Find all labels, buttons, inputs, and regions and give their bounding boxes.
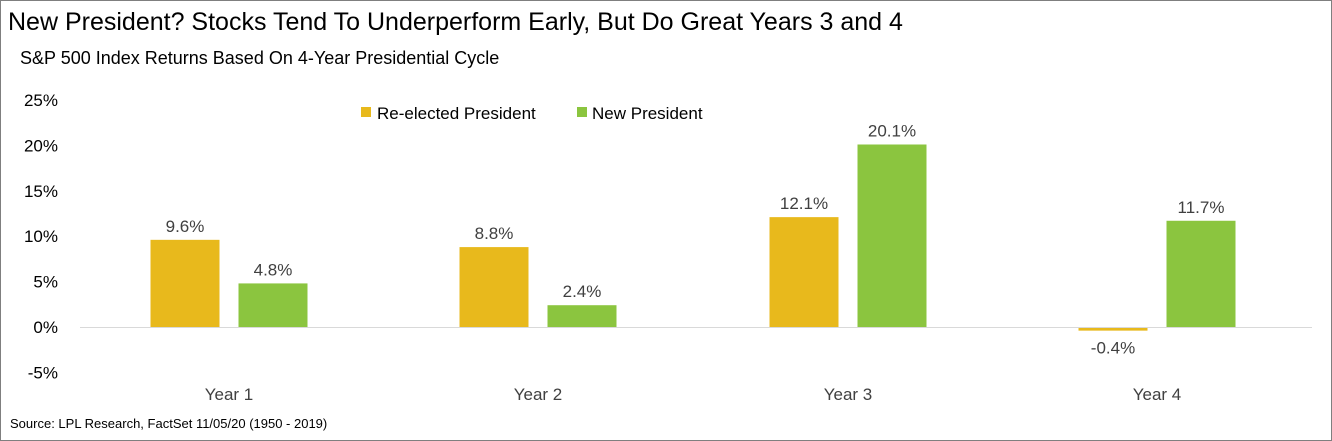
bar-new-4	[1166, 220, 1236, 327]
x-tick-label: Year 4	[1133, 385, 1182, 404]
legend-label-new: New President	[592, 104, 703, 123]
data-label: 20.1%	[868, 121, 916, 140]
y-tick-label: -5%	[28, 363, 58, 382]
bar-reelected-1	[150, 239, 220, 327]
chart-title: New President? Stocks Tend To Underperfo…	[8, 8, 903, 36]
data-label: 12.1%	[780, 194, 828, 213]
y-tick-label: 5%	[33, 273, 58, 292]
bar-new-3	[857, 144, 927, 327]
y-axis: 25% 20% 15% 10% 5% 0% -5%	[24, 91, 58, 382]
bar-reelected-3	[769, 217, 839, 327]
bar-new-2	[547, 305, 617, 327]
data-label: 4.8%	[254, 260, 293, 279]
bars-group: 9.6% 4.8% 8.8% 2.4% 12.1% 20.1% -0.4% 11.7%	[150, 121, 1236, 358]
y-tick-label: 15%	[24, 182, 58, 201]
source-note: Source: LPL Research, FactSet 11/05/20 (…	[10, 416, 328, 431]
chart-subtitle: S&P 500 Index Returns Based On 4-Year Pr…	[20, 48, 500, 68]
data-label: 11.7%	[1178, 198, 1225, 217]
y-tick-label: 25%	[24, 91, 58, 110]
legend-label-reelected: Re-elected President	[377, 104, 536, 123]
x-tick-label: Year 1	[205, 385, 254, 404]
data-label: 2.4%	[563, 282, 602, 301]
y-tick-label: 20%	[24, 136, 58, 155]
legend-swatch-new	[577, 107, 587, 117]
legend: Re-elected President New President	[361, 104, 703, 123]
y-tick-label: 0%	[33, 318, 58, 337]
x-tick-label: Year 3	[824, 385, 873, 404]
y-tick-label: 10%	[24, 227, 58, 246]
bar-new-1	[238, 283, 308, 327]
bar-reelected-4	[1078, 327, 1148, 331]
data-label: 8.8%	[475, 224, 514, 243]
x-tick-label: Year 2	[514, 385, 563, 404]
data-label: 9.6%	[166, 217, 205, 236]
bar-reelected-2	[459, 247, 529, 327]
data-label: -0.4%	[1091, 339, 1135, 358]
x-axis: Year 1 Year 2 Year 3 Year 4	[205, 385, 1182, 404]
legend-swatch-reelected	[361, 107, 371, 117]
